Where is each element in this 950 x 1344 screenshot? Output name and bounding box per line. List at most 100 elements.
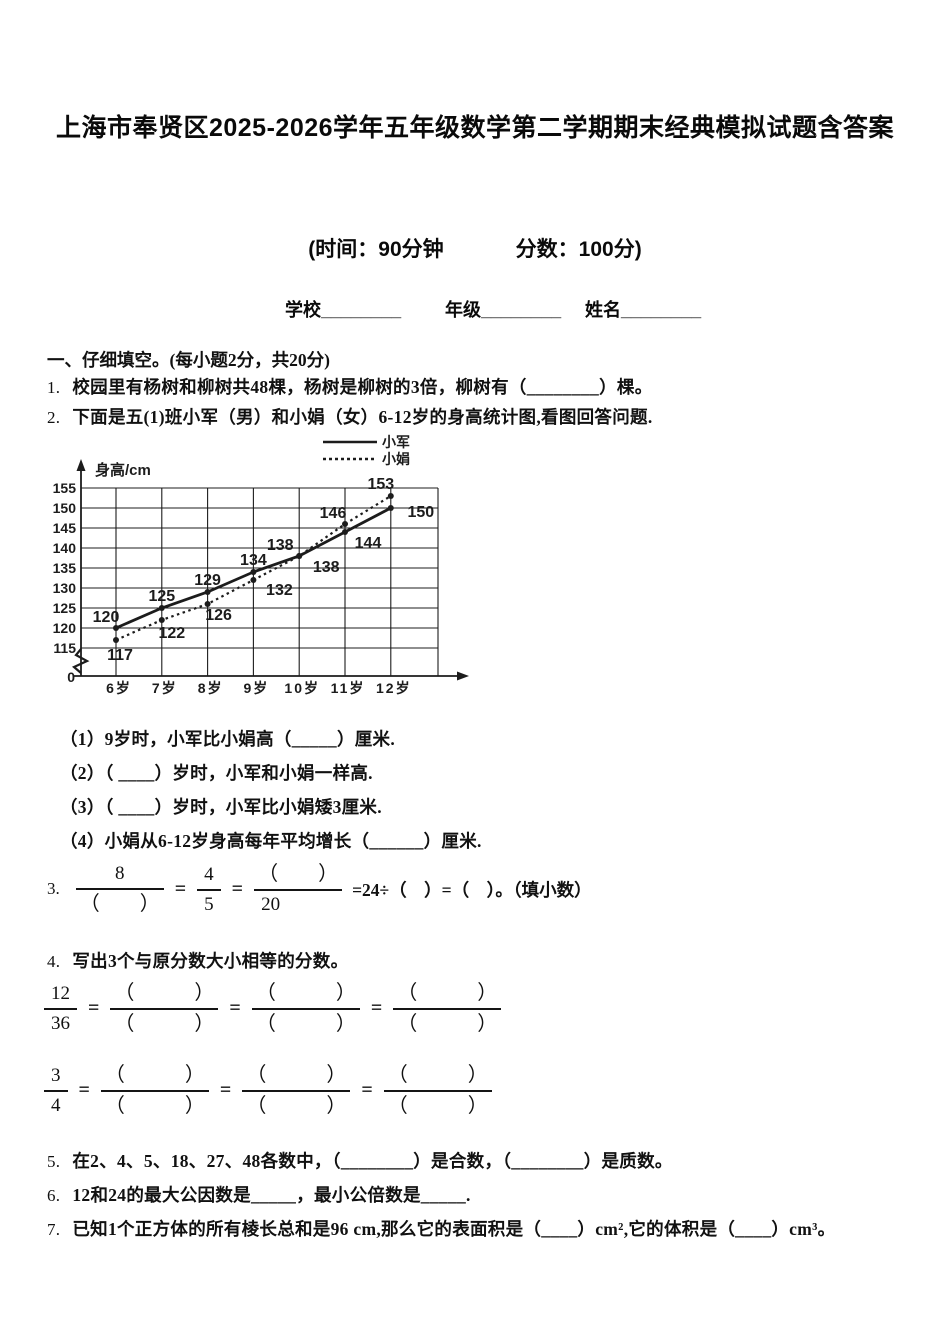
svg-text:120: 120	[53, 620, 76, 636]
svg-text:125: 125	[53, 600, 76, 616]
question-6-number: 6.	[47, 1186, 61, 1205]
question-2-sub-2: （2）（ ____）岁时，小军和小娟一样高.	[60, 763, 373, 783]
paren-left: （	[258, 863, 279, 886]
fraction-denominator-blank: （）	[242, 1092, 350, 1118]
paren-right: ）	[335, 1012, 356, 1035]
question-4-row-2: 3 4 = （） （） = （） （） = （） （）	[40, 1056, 496, 1124]
question-4: 4. 写出3个与原分数大小相等的分数。	[47, 948, 348, 973]
svg-text:126: 126	[205, 607, 232, 624]
fraction-numerator: 12	[44, 982, 77, 1010]
svg-text:135: 135	[53, 560, 76, 576]
grid: 155 150 145 140 135 130 125 120 115 6岁 7岁 8岁 9岁 10岁 11…	[53, 480, 439, 696]
paren-left: （	[79, 892, 100, 915]
question-2: 2. 下面是五(1)班小军（男）和小娟（女）6-12岁的身高统计图,看图回答问题.	[47, 404, 653, 429]
question-6-text: 12和24的最大公因数是_____，最小公倍数是_____.	[72, 1185, 471, 1205]
svg-text:150: 150	[53, 500, 76, 516]
svg-text:小军: 小军	[382, 434, 410, 450]
fraction-denominator-blank: （）	[76, 890, 164, 916]
paren-right: ）	[477, 981, 498, 1004]
svg-text:138: 138	[267, 537, 294, 554]
paren-right: ）	[194, 1012, 215, 1035]
svg-text:140: 140	[53, 540, 76, 556]
equals-sign: =	[78, 1078, 90, 1101]
svg-text:134: 134	[240, 552, 267, 569]
fraction-denominator-blank: （）	[252, 1010, 360, 1036]
paren-left: （	[246, 1094, 267, 1117]
fraction-numerator-blank: （）	[254, 862, 343, 892]
section-1-heading: 一、仔细填空。(每小题2分，共20分)	[47, 350, 330, 370]
svg-text:小娟: 小娟	[382, 451, 410, 467]
blank-fraction: （） （）	[110, 981, 219, 1036]
svg-text:10岁: 10岁	[284, 680, 320, 696]
question-4-text: 写出3个与原分数大小相等的分数。	[72, 951, 349, 971]
svg-text:150: 150	[407, 504, 434, 521]
paren-left: （	[387, 1063, 408, 1086]
paren-right: ）	[467, 1094, 488, 1117]
svg-text:8岁: 8岁	[198, 680, 224, 696]
fraction-numerator-blank: （）	[242, 1063, 351, 1092]
paren-right: ）	[326, 1094, 347, 1117]
svg-text:125: 125	[148, 588, 175, 605]
equals-sign: =	[229, 996, 241, 1019]
question-2-sub-3: （3）（ ____）岁时，小军比小娟矮3厘米.	[60, 797, 382, 817]
school-blank-field: 学校________	[285, 300, 402, 320]
fraction-numerator: 4	[197, 863, 221, 891]
height-line-chart: 155 150 145 140 135 130 125 120 115 6岁 7岁 8岁 9岁 10岁 11…	[53, 430, 483, 702]
exam-info-line: (时间：90分钟 分数：100分)	[0, 233, 950, 263]
fraction-numerator-blank: （）	[251, 981, 360, 1010]
blank-fraction: （） （）	[393, 981, 502, 1036]
height-line-chart-svg: 155 150 145 140 135 130 125 120 115 6岁 7岁 8岁 9岁 10岁 11…	[53, 434, 469, 696]
question-2-text: 下面是五(1)班小军（男）和小娟（女）6-12岁的身高统计图,看图回答问题.	[72, 407, 653, 427]
fraction-numerator: 8	[75, 862, 164, 890]
question-7: 7. 已知1个正方体的所有棱长总和是96 cm,那么它的表面积是（____）cm²…	[47, 1216, 835, 1241]
fraction-4-over-5: 4 5	[197, 863, 221, 916]
question-7-number: 7.	[47, 1220, 61, 1239]
paren-left: （	[104, 1094, 125, 1117]
paren-left: （	[104, 1063, 125, 1086]
svg-text:145: 145	[53, 520, 76, 536]
grade-blank-field: 年级________	[445, 300, 562, 320]
paren-left: （	[246, 1063, 267, 1086]
fraction-numerator-blank: （）	[110, 981, 219, 1010]
svg-text:12岁: 12岁	[376, 680, 412, 696]
svg-text:132: 132	[266, 582, 293, 599]
svg-text:153: 153	[367, 476, 394, 493]
question-5-text: 在2、4、5、18、27、48各数中，（________）是合数，（______…	[72, 1151, 673, 1171]
paren-right: ）	[318, 863, 339, 886]
paren-right: ）	[335, 981, 356, 1004]
equals-sign: =	[219, 1078, 232, 1101]
question-4-number: 4.	[47, 952, 61, 971]
svg-text:7岁: 7岁	[152, 680, 178, 696]
paren-right: ）	[184, 1063, 205, 1086]
blank-fraction: （） （）	[383, 1063, 492, 1118]
page-title: 上海市奉贤区2025-2026学年五年级数学第二学期期末经典模拟试题含答案	[55, 114, 895, 142]
svg-text:9岁: 9岁	[244, 680, 270, 696]
question-1-text: 校园里有杨树和柳树共48棵，杨树是柳树的3倍，柳树有（________）棵。	[72, 377, 653, 397]
fraction-denominator-blank: （）	[101, 1092, 209, 1118]
question-4-row-1: 12 36 = （） （） = （） （） = （） （）	[40, 974, 505, 1042]
question-1: 1. 校园里有杨树和柳树共48棵，杨树是柳树的3倍，柳树有（________）棵。	[47, 374, 653, 399]
question-5: 5. 在2、4、5、18、27、48各数中，（________）是合数，（____…	[47, 1148, 673, 1173]
name-blank-field: 姓名________	[585, 300, 702, 320]
paren-left: （	[255, 1012, 276, 1035]
question-2-number: 2.	[47, 408, 61, 427]
question-3: 3. 8 （） = 4 5 = （） 20 =24÷（ ）=（ ）。（填小数）	[47, 856, 592, 922]
fraction-12-over-36: 12 36	[44, 982, 77, 1035]
fraction-denominator: 4	[51, 1094, 61, 1116]
paren-left: （	[255, 981, 276, 1004]
time-limit-label: (时间：90分钟	[308, 238, 444, 261]
equals-sign: =	[174, 877, 187, 900]
blank-fraction: （） （）	[251, 981, 360, 1036]
fraction-8-over-blank: 8 （）	[75, 862, 164, 916]
svg-text:130: 130	[53, 580, 76, 596]
svg-text:122: 122	[158, 625, 185, 642]
paren-right: ）	[477, 1012, 498, 1035]
axes: 0 身高/cm	[67, 459, 469, 685]
svg-text:117: 117	[107, 647, 133, 664]
fraction-denominator: 36	[51, 1012, 70, 1034]
fraction-denominator-blank: （）	[110, 1010, 218, 1036]
svg-text:11岁: 11岁	[331, 680, 366, 696]
paren-left: （	[114, 1012, 135, 1035]
